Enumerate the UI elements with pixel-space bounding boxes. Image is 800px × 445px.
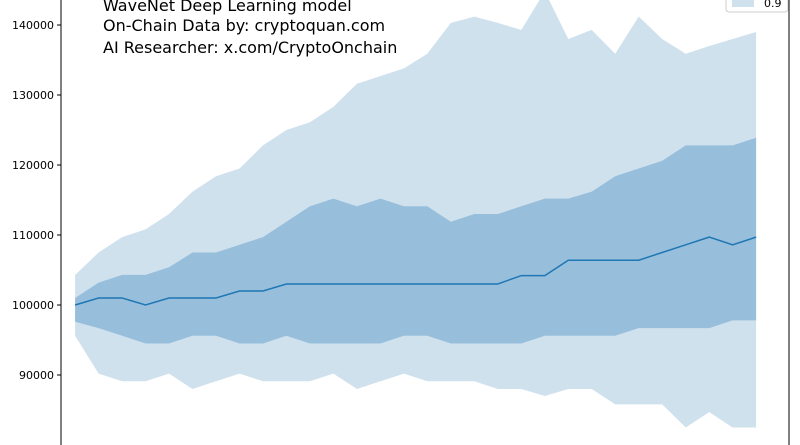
y-tick-label: 110000 xyxy=(12,229,54,242)
annotation-model: WaveNet Deep Learning model xyxy=(103,0,352,15)
annotations: WaveNet Deep Learning model On-Chain Dat… xyxy=(103,0,397,57)
band-inner xyxy=(75,137,757,344)
y-tick-label: 140000 xyxy=(12,19,54,32)
legend-swatch xyxy=(732,0,754,7)
y-tick-label: 90000 xyxy=(19,369,54,382)
y-tick-label: 120000 xyxy=(12,159,54,172)
series-group xyxy=(74,0,757,428)
plot-area xyxy=(74,0,757,428)
annotation-data-source: On-Chain Data by: cryptoquan.com xyxy=(103,16,385,35)
annotation-researcher: AI Researcher: x.com/CryptoOnchain xyxy=(103,38,397,57)
y-tick-label: 100000 xyxy=(12,299,54,312)
legend: 0.9 xyxy=(725,0,789,13)
axes: 90000 100000 110000 120000 130000 140000 xyxy=(12,0,790,445)
median-line xyxy=(74,236,757,306)
y-tick-label: 130000 xyxy=(12,89,54,102)
legend-label: 0.9 xyxy=(764,0,782,10)
